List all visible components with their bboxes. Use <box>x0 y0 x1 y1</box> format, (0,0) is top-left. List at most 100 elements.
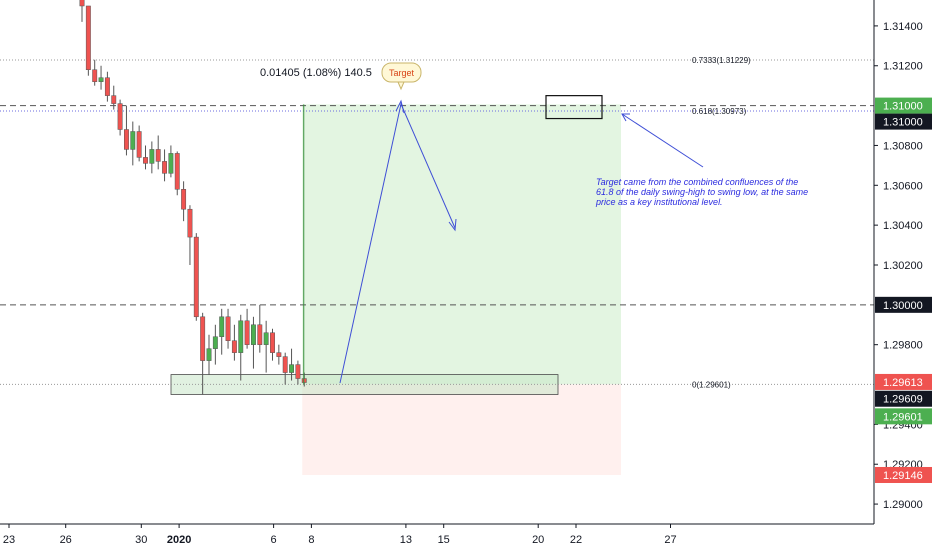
x-tick-label-10: 27 <box>664 534 676 546</box>
price-badge-label-1: 1.31000 <box>883 117 923 129</box>
y-tick-label-1: 1.31200 <box>883 61 923 73</box>
price-badge-5 <box>875 408 932 425</box>
candle-28 <box>257 304 263 353</box>
price-badge-label-6: 1.29146 <box>883 470 923 482</box>
drawings-layer: 0.01405 (1.08%) 140.5 Target Target came f… <box>260 62 808 385</box>
price-axis-bg <box>874 0 932 550</box>
candle-2 <box>92 59 98 86</box>
candle-body-5 <box>111 95 117 104</box>
key-level-box <box>545 95 603 120</box>
y-tick-label-0: 1.31400 <box>883 21 923 33</box>
price-badge-2 <box>875 296 932 313</box>
candle-31 <box>276 344 282 365</box>
candle-27 <box>251 316 256 369</box>
candle-8 <box>130 121 136 166</box>
y-tick-label-4: 1.30400 <box>883 220 923 232</box>
annotation-line-2: price as a key institutional level. <box>595 197 723 207</box>
price-badge-4 <box>875 390 932 407</box>
candle-33 <box>289 348 295 381</box>
candle-16 <box>181 181 187 222</box>
candle-15 <box>174 151 180 196</box>
price-badge-0 <box>875 97 932 114</box>
candle-body-15 <box>174 153 180 190</box>
candle-6 <box>117 99 123 136</box>
candle-4 <box>104 71 110 102</box>
candle-17 <box>187 205 193 265</box>
candle-34 <box>295 360 301 385</box>
annotation-line-0: Target came from the combined confluence… <box>596 177 798 187</box>
demand-zone-box <box>170 374 559 395</box>
candle-21 <box>212 324 218 365</box>
y-tick-label-6: 1.29800 <box>883 340 923 352</box>
candle-13 <box>162 149 168 182</box>
candle-body-19 <box>200 316 206 361</box>
candle-25 <box>238 314 244 381</box>
candle-1 <box>85 5 91 76</box>
profit-zone <box>302 104 621 385</box>
candle-19 <box>200 312 206 395</box>
candle-body-20 <box>206 348 212 361</box>
x-tick-label-6: 13 <box>400 534 412 546</box>
level-label-0: 0.7333(1.31229) <box>692 56 751 65</box>
candle-12 <box>155 135 161 170</box>
x-tick-label-1: 26 <box>60 534 72 546</box>
candle-body-32 <box>282 356 288 373</box>
candle-23 <box>225 308 231 349</box>
candle-body-23 <box>225 316 231 341</box>
candle-body-26 <box>244 320 250 345</box>
candle-body-9 <box>136 131 142 158</box>
candle-body-34 <box>295 364 301 379</box>
candle-7 <box>124 105 129 156</box>
candle-body-12 <box>155 149 161 162</box>
candle-9 <box>136 125 142 162</box>
candle-32 <box>282 352 288 385</box>
price-badge-label-5: 1.29601 <box>883 411 923 423</box>
horizontal-levels-layer: 0.7333(1.31229) 0.618(1.30973) 0(1.29601) <box>0 56 874 389</box>
candle-22 <box>219 308 225 355</box>
candle-body-16 <box>181 189 187 210</box>
x-tick-label-7: 15 <box>438 534 450 546</box>
candle-body-22 <box>219 316 225 337</box>
x-tick-label-5: 8 <box>308 534 314 546</box>
zones-layer <box>170 104 621 475</box>
candle-14 <box>168 145 174 178</box>
projection-path <box>339 102 456 384</box>
candle-body-21 <box>212 336 218 349</box>
candle-3 <box>98 65 104 90</box>
candle-5 <box>111 85 117 110</box>
candle-body-3 <box>98 77 104 82</box>
candle-body-25 <box>238 320 244 353</box>
candle-29 <box>263 320 269 373</box>
price-badge-6 <box>875 466 932 483</box>
y-tick-label-3: 1.30600 <box>883 180 923 192</box>
x-tick-label-9: 22 <box>570 534 582 546</box>
annotation-text: Target came from the combined confluence… <box>595 177 808 207</box>
candle-10 <box>143 145 148 170</box>
candle-body-33 <box>289 364 295 373</box>
candle-30 <box>270 328 275 361</box>
candle-body-8 <box>130 131 136 150</box>
candle-body-11 <box>149 149 155 164</box>
price-badge-3 <box>875 373 932 390</box>
candle-body-10 <box>143 157 148 164</box>
target-callout-pointer <box>397 81 405 91</box>
x-tick-label-4: 6 <box>271 534 277 546</box>
candle-20 <box>206 334 212 375</box>
candle-26 <box>244 308 250 349</box>
y-tick-label-2: 1.30800 <box>883 140 923 152</box>
candle-body-1 <box>85 5 91 70</box>
candle-body-7 <box>124 129 129 150</box>
level-label-1: 0.618(1.30973) <box>692 107 747 116</box>
x-tick-label-8: 20 <box>532 534 544 546</box>
y-tick-label-9: 1.29000 <box>883 499 923 511</box>
price-badge-label-2: 1.30000 <box>883 300 923 312</box>
price-badge-label-4: 1.29609 <box>883 394 923 406</box>
candle-body-4 <box>104 77 110 96</box>
loss-zone <box>302 384 621 475</box>
candle-body-31 <box>276 352 282 357</box>
candle-body-30 <box>270 332 275 353</box>
projection-arrowhead-up <box>395 99 405 114</box>
candle-body-13 <box>162 161 168 174</box>
